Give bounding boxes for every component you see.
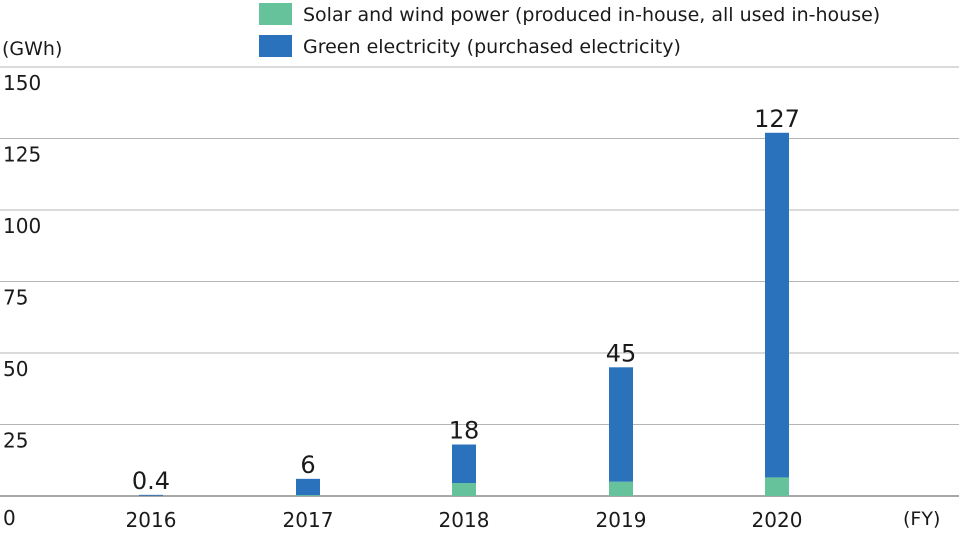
bar-segment-green-electricity-2020 [765,132,789,478]
bar-segment-green-electricity-2018 [452,444,476,484]
y-tick-label: 150 [3,71,41,95]
total-label-2016: 0.4 [132,467,170,495]
legend-swatch-solar-wind [259,3,292,25]
x-tick-label-2018: 2018 [439,508,490,532]
y-tick-label: 75 [3,286,28,310]
total-labels: 0.4 6 18 45 127 [132,105,800,495]
y-tick-label: 125 [3,143,41,167]
bar-segment-green-electricity-2019 [609,367,633,482]
bar-segment-solar-wind-2020 [765,477,789,496]
bar-segment-solar-wind-2017 [296,495,320,496]
total-label-2017: 6 [300,451,315,479]
total-label-2019: 45 [606,339,637,367]
legend-swatch-green-electricity [259,35,292,57]
legend: Solar and wind power (produced in-house,… [259,3,880,58]
x-tick-label-2017: 2017 [283,508,334,532]
gridlines [0,66,959,497]
y-axis-unit-label: (GWh) [2,38,62,60]
x-tick-label-2016: 2016 [126,508,177,532]
y-tick-label: 25 [3,429,28,453]
bar-segment-solar-wind-2019 [609,481,633,496]
bar-segment-green-electricity-2017 [296,478,320,496]
y-tick-label: 100 [3,214,41,238]
bars [139,132,789,496]
y-tick-label: 50 [3,357,28,381]
total-label-2020: 127 [754,105,800,133]
x-axis-ticks: 2016 2017 2018 2019 2020 [126,508,803,532]
legend-label-solar-wind: Solar and wind power (produced in-house,… [303,4,880,26]
x-tick-label-2019: 2019 [596,508,647,532]
y-tick-label: 0 [3,506,16,530]
bar-segment-solar-wind-2018 [452,483,476,496]
total-label-2018: 18 [449,417,480,445]
y-axis-ticks: 0 25 50 75 100 125 150 [3,71,41,530]
legend-label-green-electricity: Green electricity (purchased electricity… [303,36,681,58]
bar-segment-green-electricity-2016 [139,494,163,496]
x-axis-unit-label: (FY) [903,508,940,530]
x-tick-label-2020: 2020 [752,508,803,532]
